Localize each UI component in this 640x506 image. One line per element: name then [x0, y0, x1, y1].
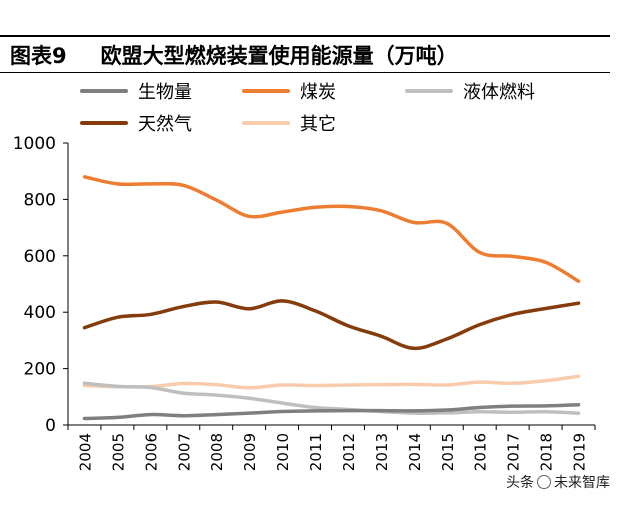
watermark: 头条 未来智库: [506, 472, 610, 492]
series-line-natural-gas: [82, 299, 581, 351]
x-tick-label: 2007: [175, 433, 193, 471]
title-divider: [0, 72, 610, 73]
series-line-liquid-fuel: [82, 381, 581, 415]
legend-item-natural-gas: 天然气: [80, 110, 192, 136]
legend-label: 煤炭: [300, 82, 336, 103]
top-border: [0, 35, 610, 37]
chart-header: 图表9 欧盟大型燃烧装置使用能源量（万吨）: [10, 38, 458, 72]
legend-swatch: [80, 121, 128, 125]
legend-label: 生物量: [138, 82, 192, 103]
legend: 生物量 煤炭 液体燃料 天然气 其它: [0, 74, 610, 144]
y-tick-label: 400: [24, 303, 56, 323]
x-tick-label: 2004: [76, 433, 94, 471]
x-tick-label: 2015: [439, 433, 457, 471]
x-tick-label: 2011: [307, 433, 325, 471]
x-tick-label: 2008: [208, 433, 226, 471]
x-tick-label: 2010: [274, 433, 292, 471]
legend-item-liquid-fuel: 液体燃料: [405, 78, 535, 104]
series-line-biomass: [82, 402, 581, 421]
x-tick-label: 2012: [340, 433, 358, 471]
y-tick-label: 0: [45, 416, 56, 436]
watermark-icon: [537, 475, 551, 489]
x-tick-label: 2018: [538, 433, 556, 471]
y-tick-label: 600: [24, 247, 56, 267]
chart-title: 欧盟大型燃烧装置使用能源量（万吨）: [100, 44, 458, 68]
legend-swatch: [405, 89, 453, 93]
x-tick-label: 2009: [241, 433, 259, 471]
watermark-brand: 未来智库: [554, 475, 610, 491]
legend-item-other: 其它: [242, 110, 336, 136]
legend-swatch: [242, 89, 290, 93]
legend-item-biomass: 生物量: [80, 78, 192, 104]
series-line-coal: [82, 175, 581, 283]
x-tick-label: 2019: [571, 433, 589, 471]
y-tick-label: 800: [24, 190, 56, 210]
x-tick-label: 2016: [472, 433, 490, 471]
legend-label: 液体燃料: [463, 82, 535, 103]
figure-number: 图表9: [10, 44, 67, 68]
legend-swatch: [80, 89, 128, 93]
legend-item-coal: 煤炭: [242, 78, 336, 104]
watermark-source: 头条: [506, 475, 534, 491]
y-tick-label: 1000: [13, 134, 56, 154]
legend-swatch: [242, 121, 290, 125]
x-tick-label: 2014: [406, 433, 424, 471]
series-line-other: [82, 374, 581, 390]
x-tick-label: 2013: [373, 433, 391, 471]
x-tick-label: 2006: [142, 433, 160, 471]
legend-label: 其它: [300, 114, 336, 135]
legend-label: 天然气: [138, 114, 192, 135]
x-tick-label: 2017: [505, 433, 523, 471]
y-tick-label: 200: [24, 360, 56, 380]
x-tick-label: 2005: [109, 433, 127, 471]
